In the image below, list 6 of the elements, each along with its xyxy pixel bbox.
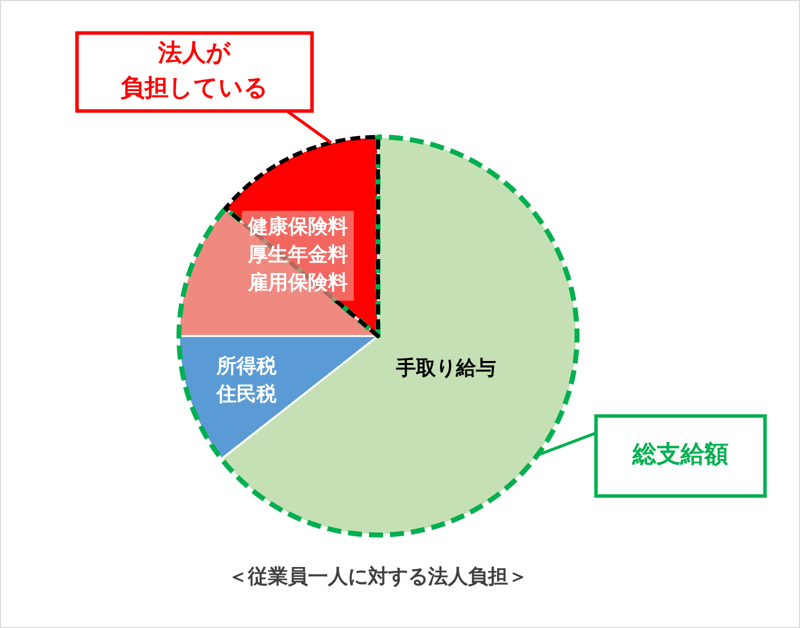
slice-label: 健康保険料厚生年金料雇用保険料 <box>246 214 348 294</box>
text: ＜従業員一人に対する法人負担＞ <box>228 564 528 588</box>
text: 法人が負担している <box>120 38 268 102</box>
slice-label: 所得税住民税 <box>215 354 278 406</box>
text: 総支給額 <box>632 440 728 468</box>
slice-label: 手取り給与 <box>395 355 496 380</box>
